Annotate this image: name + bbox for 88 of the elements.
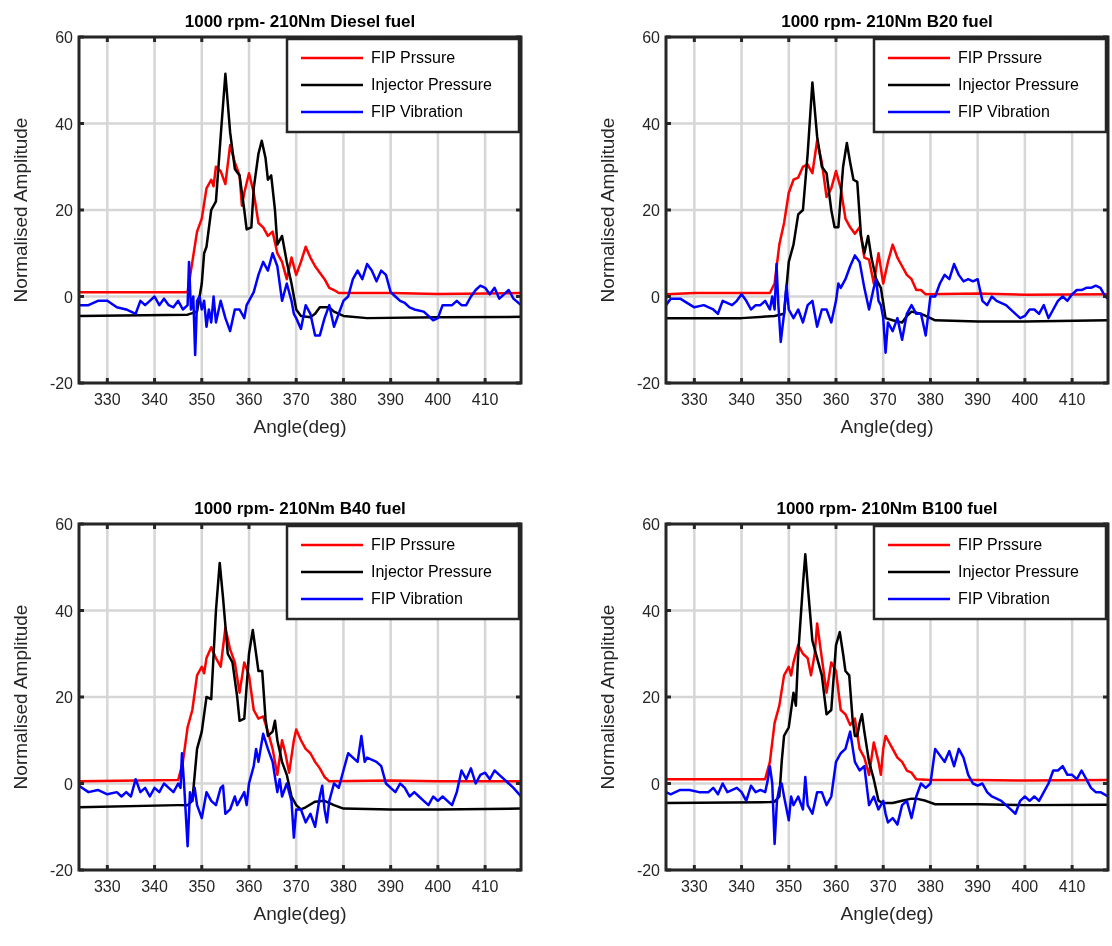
line-series xyxy=(666,730,1108,846)
y-tick-label: 60 xyxy=(55,516,74,533)
x-tick-label: 340 xyxy=(728,391,755,408)
chart-title: 1000 rpm- 210Nm B20 fuel xyxy=(781,12,993,31)
y-tick-label: 60 xyxy=(642,516,661,533)
legend-label: Injector Pressure xyxy=(371,76,493,93)
x-tick-label: 390 xyxy=(377,878,405,895)
x-axis-title: Angle(deg) xyxy=(840,416,934,437)
y-tick-label: -20 xyxy=(636,862,661,879)
x-tick-label: 400 xyxy=(1011,391,1039,408)
legend-label: FIP Prssure xyxy=(958,49,1043,66)
y-tick-label: 0 xyxy=(651,288,661,306)
y-tick-label: 40 xyxy=(55,115,74,133)
x-tick-label: 410 xyxy=(471,878,499,895)
x-axis-title: Angle(deg) xyxy=(253,903,347,924)
legend-label: FIP Prssure xyxy=(371,536,456,553)
chart-title: 1000 rpm- 210Nm Diesel fuel xyxy=(184,12,416,31)
x-tick-label: 330 xyxy=(93,391,121,408)
y-tick-label: 20 xyxy=(642,202,661,219)
legend-label: FIP Prssure xyxy=(958,536,1043,553)
line-series xyxy=(666,622,1108,782)
x-tick-label: 350 xyxy=(188,391,216,408)
x-tick-label: 410 xyxy=(1058,391,1086,408)
x-tick-label: 360 xyxy=(235,391,263,408)
y-axis-title: Normalised Amplitude xyxy=(597,604,618,790)
legend-label: Injector Pressure xyxy=(958,563,1080,580)
y-tick-label: 0 xyxy=(64,288,74,306)
line-series xyxy=(666,553,1108,807)
y-tick-label: 20 xyxy=(55,202,74,219)
y-tick-label: 40 xyxy=(642,115,661,133)
legend-label: FIP Vibration xyxy=(958,103,1050,120)
x-tick-label: 330 xyxy=(680,391,708,408)
x-tick-label: 350 xyxy=(775,391,803,408)
x-tick-label: 390 xyxy=(964,391,992,408)
x-tick-label: 370 xyxy=(282,391,310,408)
x-tick-label: 380 xyxy=(330,391,357,408)
x-tick-label: 370 xyxy=(282,878,310,895)
y-tick-label: 20 xyxy=(55,689,74,706)
y-tick-label: 0 xyxy=(651,775,661,793)
x-tick-label: 340 xyxy=(728,878,755,895)
y-tick-label: -20 xyxy=(636,375,661,392)
x-tick-label: 400 xyxy=(424,878,452,895)
y-tick-label: 60 xyxy=(55,29,74,46)
x-tick-label: 400 xyxy=(1011,878,1039,895)
y-axis-title: Normalised Amplitude xyxy=(597,117,618,303)
legend-label: FIP Vibration xyxy=(371,103,463,120)
x-tick-label: 330 xyxy=(93,878,121,895)
x-tick-label: 350 xyxy=(188,878,216,895)
x-tick-label: 330 xyxy=(680,878,708,895)
line-series xyxy=(79,561,521,811)
legend-label: FIP Prssure xyxy=(371,49,456,66)
y-tick-label: -20 xyxy=(49,862,74,879)
x-tick-label: 390 xyxy=(964,878,992,895)
x-tick-label: 400 xyxy=(424,391,452,408)
x-tick-label: 360 xyxy=(822,878,850,895)
x-tick-label: 350 xyxy=(775,878,803,895)
x-axis-title: Angle(deg) xyxy=(840,903,934,924)
y-tick-label: 40 xyxy=(642,602,661,620)
y-tick-label: -20 xyxy=(49,375,74,392)
x-tick-label: 390 xyxy=(377,391,405,408)
legend-label: FIP Vibration xyxy=(371,590,463,607)
x-tick-label: 410 xyxy=(471,391,499,408)
legend-label: Injector Pressure xyxy=(371,563,493,580)
legend-label: Injector Pressure xyxy=(958,76,1080,93)
line-series xyxy=(666,254,1108,354)
chart-title: 1000 rpm- 210Nm B40 fuel xyxy=(194,499,406,518)
x-tick-label: 380 xyxy=(330,878,357,895)
line-series xyxy=(79,732,521,848)
x-tick-label: 380 xyxy=(917,878,944,895)
x-tick-label: 360 xyxy=(822,391,850,408)
line-series xyxy=(79,252,521,357)
x-tick-label: 340 xyxy=(141,878,168,895)
x-axis-title: Angle(deg) xyxy=(253,416,347,437)
chart-title: 1000 rpm- 210Nm B100 fuel xyxy=(776,499,998,518)
y-axis-title: Normalised Amplitude xyxy=(10,117,31,303)
x-tick-label: 410 xyxy=(1058,878,1086,895)
y-axis-title: Normalised Amplitude xyxy=(10,604,31,790)
line-series xyxy=(79,72,521,320)
x-tick-label: 370 xyxy=(869,391,897,408)
y-tick-label: 0 xyxy=(64,775,74,793)
y-tick-label: 20 xyxy=(642,689,661,706)
legend-label: FIP Vibration xyxy=(958,590,1050,607)
x-tick-label: 380 xyxy=(917,391,944,408)
y-tick-label: 40 xyxy=(55,602,74,620)
y-tick-label: 60 xyxy=(642,29,661,46)
x-tick-label: 340 xyxy=(141,391,168,408)
x-tick-label: 360 xyxy=(235,878,263,895)
x-tick-label: 370 xyxy=(869,878,897,895)
